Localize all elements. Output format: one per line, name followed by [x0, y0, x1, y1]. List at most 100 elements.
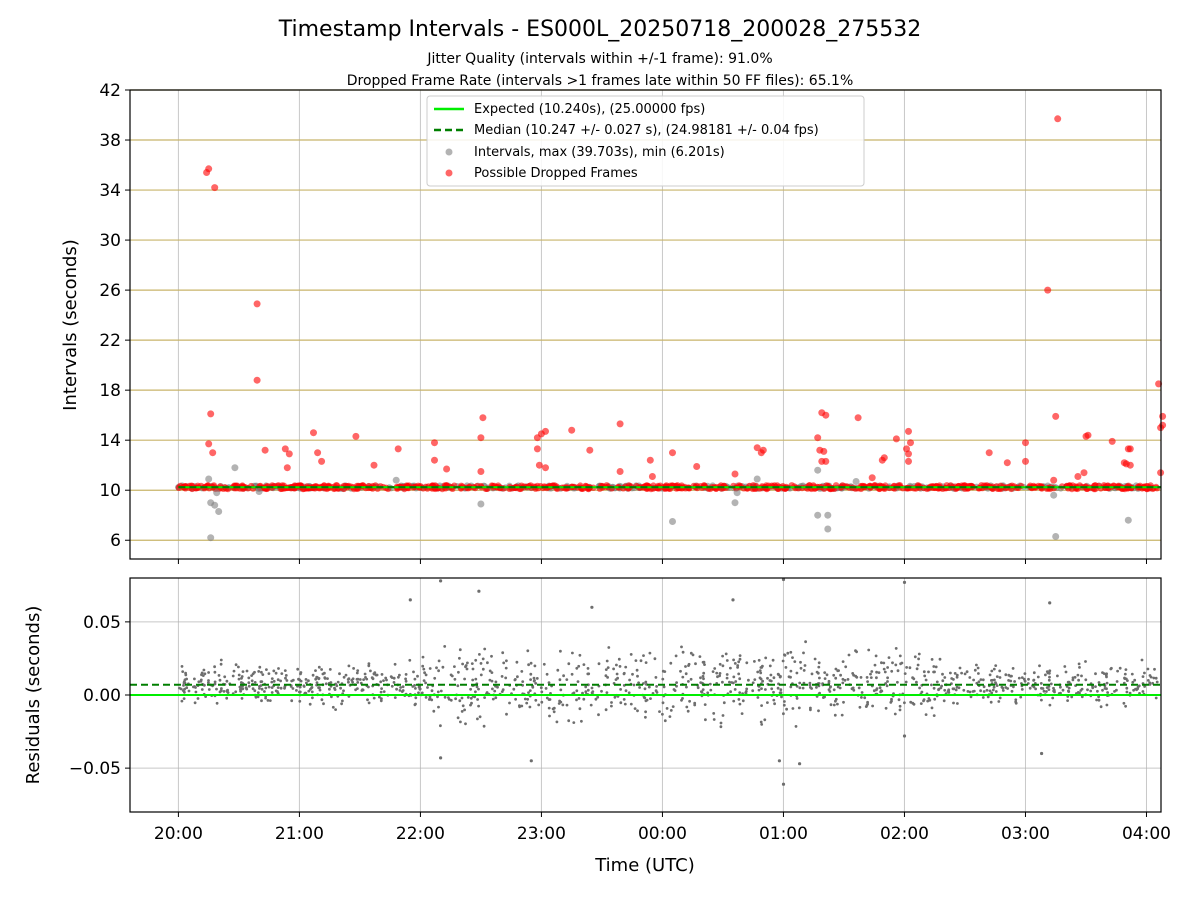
residual-point: [435, 666, 438, 670]
dropped-frame-point: [905, 450, 912, 458]
residual-point: [1040, 698, 1043, 702]
residual-point: [998, 669, 1002, 673]
residual-point: [464, 722, 467, 726]
interval-point: [207, 534, 215, 542]
residual-point: [253, 689, 257, 693]
dropped-frame-point: [737, 482, 744, 490]
residual-point: [932, 714, 936, 717]
residual-point: [476, 698, 479, 701]
residual-point: [526, 697, 530, 701]
residual-point: [1080, 674, 1083, 678]
residual-point: [290, 699, 294, 703]
residual-point: [937, 688, 940, 692]
residual-point: [668, 715, 672, 718]
residuals-plot: 20:00 21:00 22:00 23:00 00:00 01:00 02:00 03:00…: [69, 577, 1171, 844]
residual-point: [633, 707, 637, 710]
residual-point: [998, 696, 1002, 700]
dropped-frame-point: [646, 456, 654, 464]
residual-point: [616, 676, 619, 680]
residual-point: [718, 662, 722, 666]
residual-point: [586, 688, 590, 692]
residual-point: [760, 687, 763, 690]
residual-point: [770, 687, 774, 691]
residual-point: [528, 705, 532, 709]
residual-point: [232, 669, 236, 673]
residual-point: [871, 704, 874, 708]
interval-point: [211, 501, 219, 509]
residual-point: [922, 670, 926, 674]
residual-point: [823, 671, 827, 674]
residual-point: [789, 685, 793, 689]
residual-point: [562, 674, 565, 678]
dropped-frame-point: [1054, 115, 1062, 123]
residual-point: [258, 665, 262, 669]
residual-point: [526, 649, 530, 653]
residual-point: [624, 689, 628, 693]
residual-point: [644, 680, 648, 684]
residual-point: [374, 673, 378, 677]
residual-point: [661, 712, 664, 716]
residual-point: [686, 709, 690, 713]
residual-point: [302, 684, 306, 688]
residual-point: [850, 687, 854, 691]
residual-point: [551, 707, 555, 711]
residual-point: [308, 702, 312, 706]
residual-point: [239, 688, 242, 691]
residual-point: [1040, 751, 1044, 756]
legend-expected-label: Expected (10.240s), (25.00000 fps): [474, 102, 705, 117]
dropped-frame-point: [542, 427, 549, 435]
residual-point: [685, 705, 689, 709]
residual-point: [324, 682, 328, 686]
residual-point: [938, 657, 942, 661]
residual-point: [1123, 677, 1127, 680]
residual-point: [393, 696, 397, 699]
residual-point: [1014, 698, 1018, 702]
residual-point: [534, 698, 538, 702]
residual-point: [635, 668, 639, 672]
residual-point: [669, 709, 673, 712]
residual-point: [594, 697, 598, 701]
residual-point: [860, 696, 863, 699]
residual-point: [575, 689, 579, 693]
residual-point: [1122, 701, 1126, 705]
residual-point: [266, 699, 270, 702]
residual-point: [516, 675, 519, 679]
residual-point: [466, 696, 470, 699]
residual-point: [247, 684, 251, 688]
residual-point: [305, 681, 308, 685]
residual-point: [663, 719, 667, 723]
residual-point: [782, 703, 786, 707]
residual-point: [1089, 689, 1093, 693]
residual-point: [993, 678, 996, 682]
residual-point: [604, 708, 608, 712]
residual-point: [219, 658, 223, 662]
residual-point: [1109, 667, 1113, 671]
residual-point: [718, 672, 722, 675]
residual-point: [1131, 680, 1135, 684]
residual-point: [736, 664, 740, 667]
residual-point: [738, 702, 742, 706]
residual-point: [504, 676, 508, 680]
residual-point: [453, 677, 457, 681]
residual-point: [1042, 689, 1046, 693]
residual-point: [197, 680, 201, 684]
dropped-frame-point: [211, 184, 219, 192]
residual-point: [395, 687, 398, 691]
residual-point: [328, 668, 332, 671]
residual-point: [893, 712, 897, 716]
residual-point: [237, 677, 241, 681]
dropped-frame-point: [648, 473, 656, 480]
residual-point: [898, 654, 902, 658]
residual-point: [586, 672, 590, 676]
residual-point: [398, 673, 401, 677]
dropped-frame-point: [205, 165, 213, 173]
residual-point: [272, 669, 276, 673]
residual-point: [1077, 678, 1080, 682]
residual-point: [486, 661, 489, 665]
residual-point: [867, 648, 871, 652]
residual-point: [655, 685, 658, 688]
residual-point: [926, 699, 930, 703]
residual-point: [490, 679, 494, 683]
residual-point: [274, 671, 278, 675]
residual-point: [283, 685, 287, 689]
